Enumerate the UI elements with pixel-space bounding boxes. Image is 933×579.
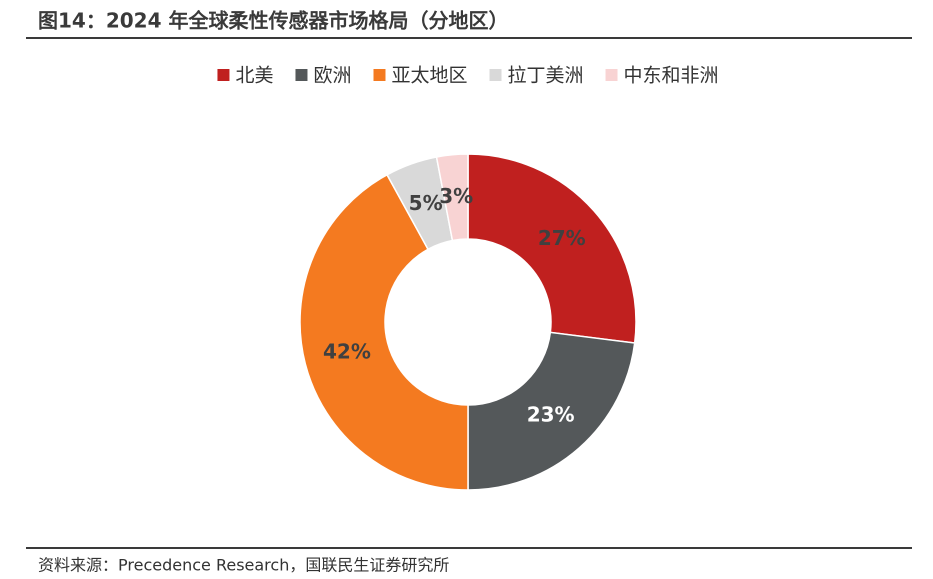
source-note: 资料来源：Precedence Research，国联民生证券研究所	[38, 556, 449, 575]
donut-slice	[435, 153, 469, 242]
legend-label: 中东和非洲	[624, 65, 719, 87]
legend-swatch	[295, 69, 308, 81]
donut-slice	[467, 331, 636, 491]
value-label: 5%	[409, 191, 443, 215]
donut-slice	[467, 153, 637, 344]
chart-title: 图14：2024 年全球柔性传感器市场格局（分地区）	[38, 9, 508, 33]
value-label: 3%	[439, 184, 473, 208]
legend-swatch	[217, 69, 230, 81]
value-label: 27%	[538, 226, 586, 250]
legend: 北美 欧洲 亚太地区 拉丁美洲 中东和非洲	[217, 65, 719, 87]
legend-swatch	[605, 69, 618, 81]
legend-swatch	[373, 69, 386, 81]
legend-label: 亚太地区	[391, 65, 467, 87]
legend-label: 拉丁美洲	[508, 65, 584, 87]
value-label: 23%	[527, 402, 575, 426]
value-label: 42%	[323, 340, 371, 364]
legend-swatch	[489, 69, 502, 81]
donut-slice	[299, 173, 469, 491]
legend-label: 北美	[235, 65, 273, 87]
legend-label: 欧洲	[313, 65, 351, 87]
